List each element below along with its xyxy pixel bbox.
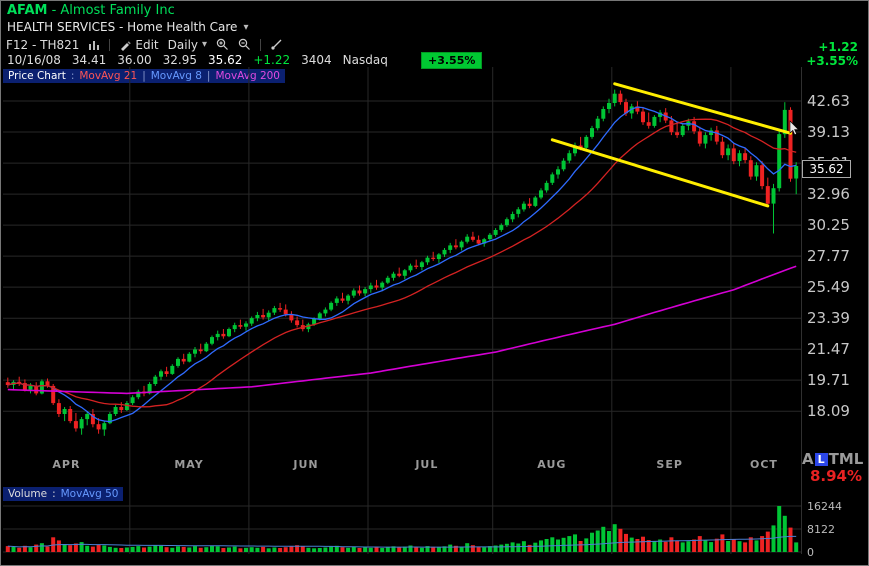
sector-selector[interactable]: HEALTH SERVICES - Home Health Care ▾	[7, 20, 248, 34]
price-axis-label: 18.09	[807, 402, 850, 421]
chart-style-icon[interactable]	[88, 39, 100, 51]
quote-volume: 3404	[301, 53, 332, 67]
last-price-tag: 35.62	[802, 160, 851, 178]
volume-pane-legend: Volume : MovAvg 50	[3, 487, 124, 501]
company-label: - Almost Family Inc	[51, 3, 175, 18]
price-axis-label: 39.13	[807, 123, 850, 141]
volume-ma50-line	[7, 535, 797, 548]
edit-label: Edit	[135, 37, 159, 52]
ma21-line	[7, 118, 797, 408]
telechart-logo: A L TML	[802, 450, 863, 468]
volume-ma-legend[interactable]: MovAvg 50	[60, 488, 119, 500]
grid-layer	[3, 67, 802, 554]
preset-label: F12 - TH821	[6, 37, 80, 52]
volume-axis-label: 0	[807, 546, 814, 559]
right-change: +1.22	[818, 40, 858, 54]
trendline-upper[interactable]	[613, 82, 792, 135]
volume-pane-title[interactable]: Volume	[8, 488, 48, 500]
price-axis-label: 23.39	[807, 309, 850, 328]
volume-axis-label: 16244	[807, 500, 842, 513]
edit-button[interactable]: Edit	[119, 37, 159, 52]
price-axis-label: 19.71	[807, 371, 850, 390]
legend-divider: :	[70, 70, 75, 82]
ma8-legend[interactable]: MovAvg 8	[150, 70, 202, 82]
price-axis-label: 30.25	[807, 216, 850, 235]
quote-last: 35.62	[207, 53, 243, 67]
month-label: SEP	[656, 458, 683, 471]
quote-date: 10/16/08	[7, 53, 61, 67]
candles-layer	[5, 89, 799, 436]
toolbar-divider	[109, 38, 111, 51]
log-scale-indicator: L	[814, 452, 828, 466]
price-axis-label: 27.77	[807, 247, 850, 266]
arith-scale-label: A	[802, 450, 814, 468]
month-label: AUG	[537, 458, 567, 471]
month-label: APR	[52, 458, 81, 471]
quote-high: 36.00	[117, 53, 152, 67]
ma200-line	[7, 265, 797, 395]
legend-divider: |	[206, 70, 211, 82]
symbol-label: AFAM	[7, 3, 48, 18]
period-selector[interactable]: Daily ▾	[168, 38, 207, 52]
chart-title: AFAM - Almost Family Inc	[7, 3, 175, 18]
logo-tml-label: TML	[828, 450, 864, 468]
volume-bars-layer	[5, 506, 799, 552]
legend-divider: :	[52, 488, 56, 500]
trendlines-layer[interactable]	[550, 82, 792, 208]
period-label: Daily	[167, 37, 199, 52]
sector-label: HEALTH SERVICES - Home Health Care	[7, 20, 238, 34]
zoom-in-button[interactable]	[216, 38, 229, 51]
month-label: MAY	[174, 458, 204, 471]
month-label: JUL	[415, 458, 439, 471]
ma21-legend[interactable]: MovAvg 21	[79, 70, 138, 82]
trendline-lower[interactable]	[550, 138, 770, 208]
pane-title[interactable]: Price Chart	[8, 70, 66, 82]
legend-divider: |	[142, 70, 146, 82]
price-axis-label: 42.63	[807, 92, 850, 110]
quote-exchange: Nasdaq	[342, 53, 388, 67]
pencil-icon	[119, 39, 132, 51]
price-axis-label: 21.47	[807, 340, 850, 359]
quote-line: 10/16/08 34.41 36.00 32.95 35.62 +1.22 3…	[7, 53, 388, 67]
toolbar-divider	[260, 38, 262, 51]
change-percent-badge: +3.55%	[421, 52, 483, 69]
chevron-down-icon: ▾	[243, 21, 249, 33]
price-pane-legend: Price Chart : MovAvg 21 | MovAvg 8 | Mov…	[3, 69, 285, 83]
month-label: OCT	[749, 458, 778, 471]
right-change-percent: +3.55%	[806, 54, 858, 68]
quote-open: 34.41	[71, 53, 107, 67]
grid-scale-percent: 8.94%	[809, 467, 862, 485]
ma200-legend[interactable]: MovAvg 200	[215, 70, 280, 82]
chevron-down-icon: ▾	[202, 39, 208, 50]
ma8-line	[7, 106, 797, 423]
quote-change: +1.22	[253, 53, 291, 67]
price-axis-label: 25.49	[807, 278, 850, 297]
mouse-cursor	[789, 120, 800, 136]
month-label: JUN	[293, 458, 319, 471]
volume-axis-label: 8122	[807, 523, 835, 536]
draw-line-tool-button[interactable]	[270, 38, 283, 51]
preset-button[interactable]: F12 - TH821	[6, 38, 79, 52]
price-axis-label: 32.96	[807, 185, 850, 204]
quote-low: 32.95	[162, 53, 197, 67]
toolbar: F12 - TH821 Edit Daily ▾	[6, 36, 283, 53]
zoom-out-button[interactable]	[238, 38, 251, 51]
